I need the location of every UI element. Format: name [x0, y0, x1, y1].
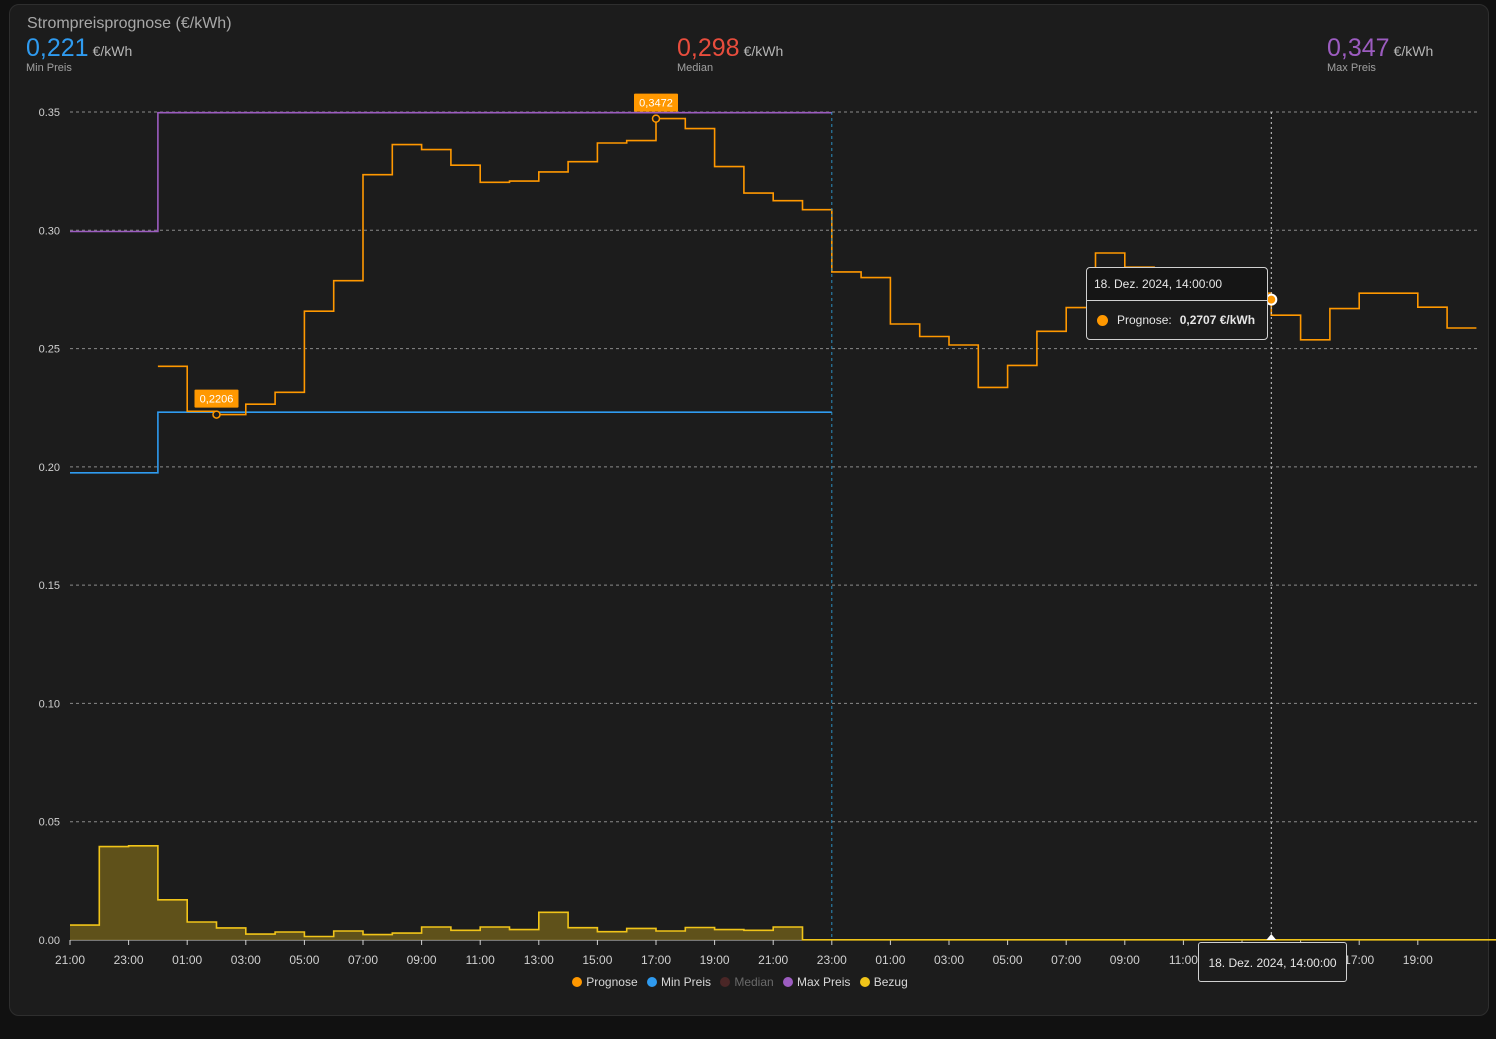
stat-max-value: 0,347 [1327, 34, 1390, 62]
legend-dot [572, 977, 583, 987]
x-tick-label: 07:00 [1051, 953, 1081, 967]
legend-dot [783, 977, 794, 987]
tooltip-series-value: 0,2707 €/kWh [1179, 313, 1256, 327]
y-tick-label: 0.30 [39, 225, 60, 237]
max-marker-point [651, 114, 661, 123]
x-tick-label: 21:00 [758, 953, 788, 967]
tooltip-row: Prognose: 0,2707 €/kWh [1087, 301, 1267, 327]
legend-item-bezug[interactable]: Bezug [859, 975, 908, 989]
tooltip-title: 18. Dez. 2024, 14:00:00 [1087, 268, 1267, 301]
legend-item-median[interactable]: Median [720, 975, 774, 989]
x-tick-label: 23:00 [817, 953, 847, 967]
legend-dot [720, 977, 731, 987]
legend-dot [859, 977, 870, 987]
x-tick-label: 19:00 [700, 953, 730, 967]
legend-item-prognose[interactable]: Prognose [572, 975, 638, 989]
stat-max-label: Max Preis [1327, 62, 1376, 74]
y-tick-label: 0.10 [39, 698, 60, 710]
y-axis: 0.00 0.05 0.10 0.15 0.20 0.25 0.30 0.35 [39, 107, 60, 947]
x-tick-label: 17:00 [641, 953, 671, 967]
legend-item-min-preis[interactable]: Min Preis [646, 975, 711, 989]
y-tick-label: 0.05 [39, 817, 60, 829]
bezug-area [70, 845, 1496, 940]
x-tick-label: 03:00 [231, 953, 261, 967]
x-tick-label: 21:00 [55, 953, 85, 967]
stat-median-label: Median [677, 62, 714, 74]
x-tick-label: 01:00 [875, 953, 905, 967]
x-tick-label: 11:00 [466, 953, 495, 967]
prognose-line [157, 117, 1477, 416]
legend-label: Bezug [873, 975, 908, 989]
x-tick-label: 05:00 [993, 953, 1023, 967]
y-tick-label: 0.15 [39, 580, 60, 592]
x-tick-label: 15:00 [582, 953, 612, 967]
stat-median-unit: €/kWh [743, 43, 784, 59]
stat-max-unit: €/kWh [1393, 43, 1434, 59]
legend-label: Max Preis [797, 975, 851, 989]
y-tick-label: 0.20 [39, 462, 60, 474]
x-tick-label: 23:00 [114, 953, 144, 967]
min-marker-label: 0,2206 [200, 394, 234, 406]
legend-label: Min Preis [660, 975, 711, 989]
tooltip-series-dot [1097, 314, 1108, 326]
min-price-line [70, 411, 832, 474]
y-tick-label: 0.25 [39, 344, 60, 356]
x-tick-label: 17:00 [1344, 953, 1374, 967]
x-tick-label: 05:00 [289, 953, 319, 967]
overlays: 0,3472 0,2206 [194, 93, 1278, 940]
stat-min-unit: €/kWh [92, 43, 133, 59]
card-title: Strompreisprognose (€/kWh) [27, 15, 232, 32]
chart-card: Strompreisprognose (€/kWh) 0,221 €/kWh Mi… [9, 4, 1489, 1016]
grid [70, 111, 1480, 823]
legend-label: Median [734, 975, 774, 989]
bezug-line [70, 845, 1496, 941]
y-tick-label: 0.35 [39, 107, 60, 119]
stat-min-price: 0,221 €/kWh Min Preis [26, 33, 132, 74]
max-marker-label-bg [634, 93, 678, 112]
axis-pointer-label: 18. Dez. 2024, 14:00:00 [1198, 942, 1347, 982]
x-tick-label: 01:00 [172, 953, 202, 967]
stat-median-value: 0,298 [677, 34, 740, 62]
stat-min-value: 0,221 [26, 34, 89, 62]
stat-max-price: 0,347 €/kWh Max Preis [1327, 33, 1433, 74]
x-tick-label: 07:00 [348, 953, 378, 967]
series [70, 111, 1496, 941]
min-marker-label-bg [194, 389, 239, 408]
legend-label: Prognose [586, 975, 638, 989]
tooltip-series-name: Prognose: [1117, 313, 1172, 327]
x-tick-label: 09:00 [1110, 953, 1140, 967]
x-tick-label: 19:00 [1403, 953, 1433, 967]
min-marker-point [212, 410, 221, 419]
x-tick-label: 09:00 [407, 953, 437, 967]
stat-median: 0,298 €/kWh Median [677, 33, 783, 74]
max-price-line [70, 111, 832, 233]
x-tick-label: 13:00 [524, 953, 554, 967]
stat-min-label: Min Preis [26, 62, 72, 74]
legend: Prognose Min Preis Median Max Preis Bezu… [0, 975, 1480, 990]
y-tick-label: 0.00 [39, 935, 60, 947]
chart-tooltip: 18. Dez. 2024, 14:00:00 Prognose: 0,2707… [1086, 267, 1268, 340]
max-marker-label: 0,3472 [639, 98, 673, 110]
x-tick-label: 03:00 [934, 953, 964, 967]
axis-pointer-handle [1266, 934, 1277, 940]
legend-item-max-preis[interactable]: Max Preis [783, 975, 850, 989]
x-tick-label: 11:00 [1169, 953, 1198, 967]
legend-dot [646, 977, 657, 987]
